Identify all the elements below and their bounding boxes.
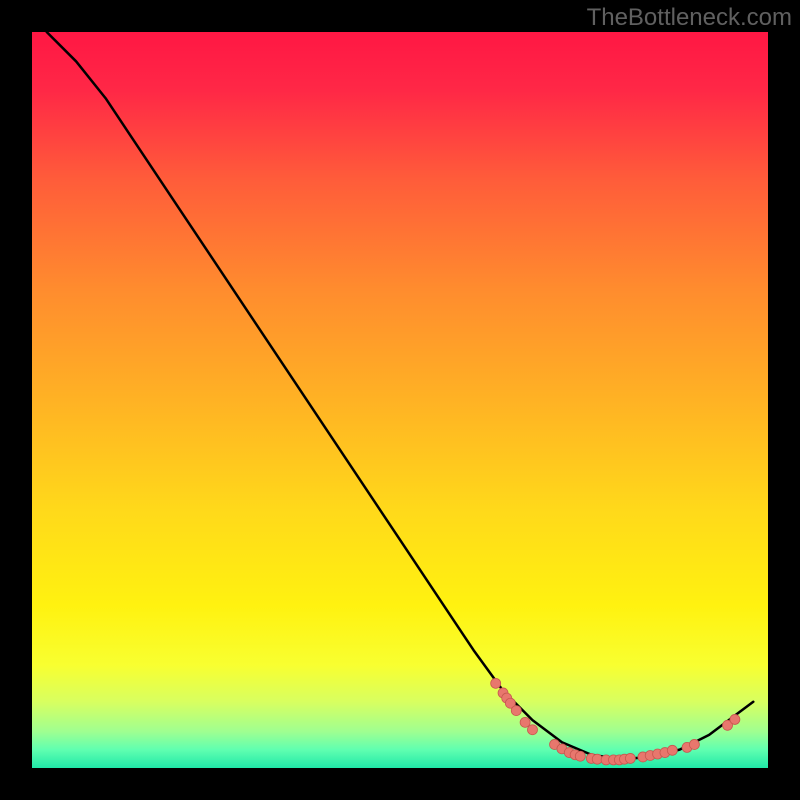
data-marker: [625, 753, 635, 763]
data-marker: [730, 714, 740, 724]
data-marker: [667, 745, 677, 755]
watermark-text: TheBottleneck.com: [587, 4, 792, 32]
data-marker: [527, 725, 537, 735]
data-markers: [491, 678, 740, 765]
data-marker: [575, 751, 585, 761]
chart-curve-layer: [32, 32, 768, 768]
data-marker: [511, 706, 521, 716]
data-marker: [491, 678, 501, 688]
chart-plot-area: [32, 32, 768, 768]
data-marker: [520, 717, 530, 727]
bottleneck-curve: [47, 32, 754, 759]
data-marker: [689, 739, 699, 749]
